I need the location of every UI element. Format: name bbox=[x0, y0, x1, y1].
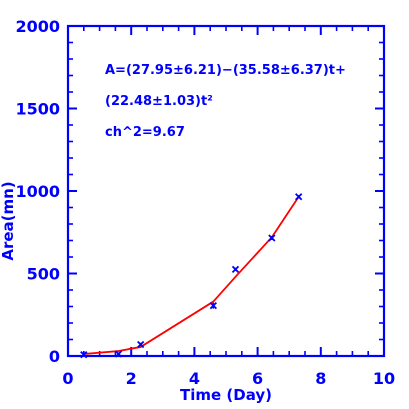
point-marker-stroke bbox=[209, 302, 217, 310]
fit-chi-square: ch^2=9.67 bbox=[105, 125, 185, 140]
x-tick-label: 2 bbox=[126, 369, 137, 388]
tick-label-layer: 0 2 4 6 8 10 0 500 1000 1500 2000 bbox=[15, 17, 395, 388]
point-marker-stroke bbox=[295, 193, 303, 201]
fit-equation-line-2: (22.48±1.03)t² bbox=[105, 94, 213, 109]
data-point bbox=[209, 302, 217, 310]
point-marker-stroke bbox=[80, 351, 88, 359]
x-tick-label: 8 bbox=[315, 369, 326, 388]
y-tick-label: 1500 bbox=[15, 100, 60, 119]
point-marker-stroke bbox=[231, 265, 240, 274]
x-tick-label: 0 bbox=[62, 369, 73, 388]
series-layer bbox=[80, 193, 303, 359]
data-point bbox=[114, 350, 123, 358]
x-tick-label: 10 bbox=[373, 369, 395, 388]
x-tick-label: 6 bbox=[252, 369, 263, 388]
tick-layer bbox=[67, 25, 385, 357]
y-tick-label: 500 bbox=[27, 265, 60, 284]
data-point bbox=[295, 193, 303, 201]
data-point bbox=[231, 265, 240, 274]
fit-curve bbox=[83, 196, 300, 355]
fit-equation-line-1: A=(27.95±6.21)−(35.58±6.37)t+ bbox=[105, 63, 346, 78]
y-tick-label: 2000 bbox=[15, 17, 60, 36]
data-point bbox=[268, 234, 276, 242]
point-marker-stroke bbox=[137, 340, 145, 349]
data-point bbox=[80, 351, 88, 359]
data-point bbox=[137, 340, 145, 349]
point-marker-stroke bbox=[114, 350, 123, 358]
x-axis-title: Time (Day) bbox=[180, 386, 272, 404]
y-axis-title: Area(mn) bbox=[0, 181, 17, 260]
y-tick-label: 0 bbox=[49, 347, 60, 366]
x-tick-label: 4 bbox=[189, 369, 200, 388]
point-marker-stroke bbox=[268, 234, 276, 242]
y-tick-label: 1000 bbox=[15, 182, 60, 201]
